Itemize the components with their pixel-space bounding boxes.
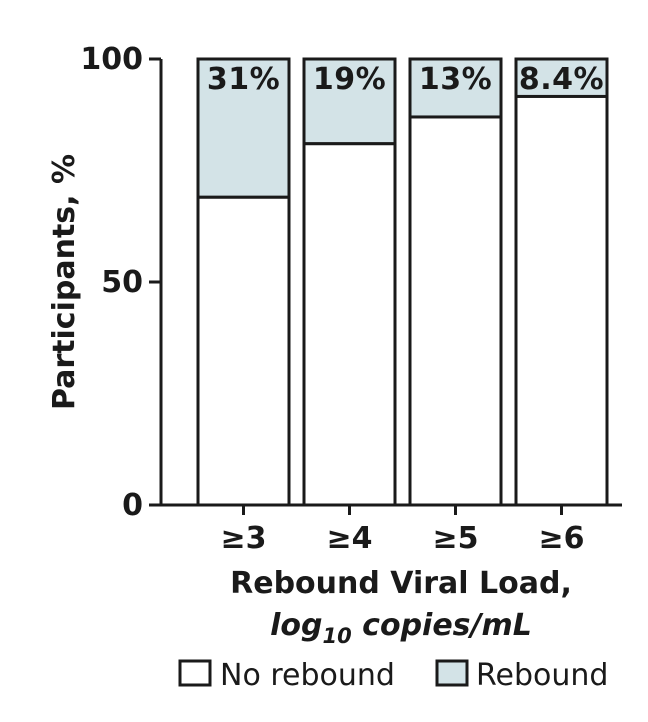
y-tick-label-3: 100 [80, 42, 143, 77]
bar-no-rebound-4 [514, 94, 609, 507]
y-tick-label-1: 0 [122, 488, 143, 523]
axes-group: ≥3 ≥4 ≥5 ≥6 0 50 100 [80, 42, 622, 556]
data-label-4: 8.4% [519, 62, 604, 97]
bar-no-rebound-3 [408, 115, 503, 507]
x-tick-label-2: ≥4 [326, 521, 372, 556]
bar-rebound-1 [196, 57, 291, 199]
bar-no-rebound-2 [302, 142, 397, 507]
x-axis-title-line1: Rebound Viral Load, [230, 566, 572, 601]
data-label-1: 31% [207, 62, 280, 97]
data-label-2: 19% [313, 62, 386, 97]
y-tick-label-2: 50 [101, 265, 143, 300]
data-label-3: 13% [419, 62, 492, 97]
legend-swatch-2 [435, 659, 469, 687]
legend-label-1: No rebound [220, 658, 395, 693]
bar-rebound-4 [514, 57, 609, 98]
legend-swatch-1 [178, 659, 212, 687]
legend: No rebound Rebound [178, 658, 608, 693]
y-axis-title: Participants, % [47, 154, 82, 410]
x-tick-label-4: ≥6 [538, 521, 584, 556]
legend-label-2: Rebound [476, 658, 608, 693]
x-axis-title-line2: log10 copies/mL [270, 608, 532, 648]
bar-no-rebound-1 [196, 195, 291, 507]
x-tick-label-1: ≥3 [220, 521, 266, 556]
bars-group: 31% 19% 13% 8.4% [196, 57, 609, 507]
x-tick-label-3: ≥5 [432, 521, 478, 556]
